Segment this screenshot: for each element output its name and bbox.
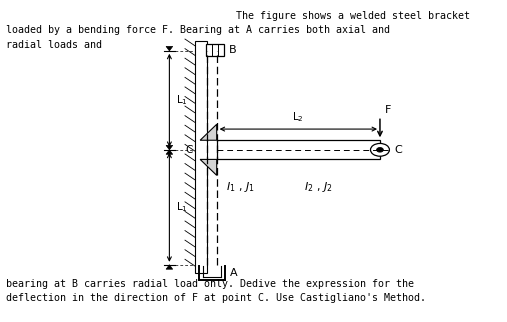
Text: loaded by a bending force F. Bearing at A carries both axial and: loaded by a bending force F. Bearing at … [6,25,390,35]
Bar [195,41,207,273]
Text: C: C [394,145,402,155]
Text: F: F [385,105,391,115]
Polygon shape [200,159,216,175]
Text: B: B [229,44,236,55]
Polygon shape [166,265,173,269]
Bar [206,43,224,56]
Text: The figure shows a welded steel bracket: The figure shows a welded steel bracket [236,11,470,21]
Bar [216,140,380,159]
Polygon shape [166,145,173,150]
Text: $I_2$ , $J_2$: $I_2$ , $J_2$ [304,180,333,194]
Text: L$_2$: L$_2$ [293,110,304,124]
Text: A: A [230,268,237,278]
Polygon shape [166,150,173,154]
Text: radial loads and: radial loads and [6,40,102,50]
Polygon shape [166,46,173,51]
Text: L$_1$: L$_1$ [175,200,188,214]
Circle shape [377,147,383,152]
Text: $I_1$ , $J_1$: $I_1$ , $J_1$ [226,180,255,194]
Text: C: C [186,145,193,155]
Polygon shape [200,124,216,140]
Circle shape [371,143,389,156]
Text: deflection in the direction of F at point C. Use Castigliano's Method.: deflection in the direction of F at poin… [6,293,426,303]
Text: bearing at B carries radial load only. Dedive the expression for the: bearing at B carries radial load only. D… [6,279,414,289]
Text: L$_1$: L$_1$ [175,93,188,107]
